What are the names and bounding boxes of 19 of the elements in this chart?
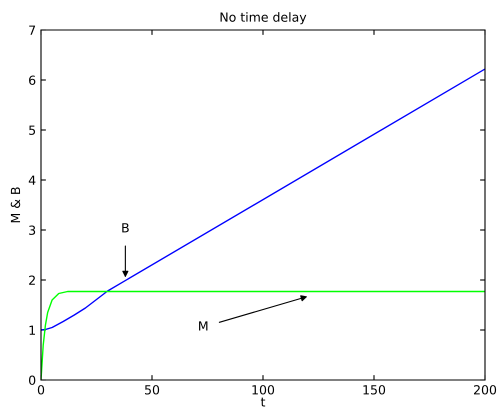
y-tick-label: 7 bbox=[29, 26, 36, 35]
x-tick-label: 200 bbox=[474, 385, 496, 395]
x-tick-label: 0 bbox=[38, 385, 44, 395]
y-tick-label: 3 bbox=[29, 225, 36, 235]
x-axis-title: t bbox=[260, 398, 266, 406]
y-tick-label: 4 bbox=[28, 176, 36, 185]
y-tick-label: 1 bbox=[30, 326, 35, 335]
annotation: B bbox=[122, 223, 129, 232]
y-tick-label: 6 bbox=[29, 75, 36, 85]
annotation: M bbox=[199, 321, 208, 331]
x-tick-label: 50 bbox=[145, 385, 160, 395]
y-tick-label: 0 bbox=[29, 375, 36, 385]
x-tick-label: 150 bbox=[363, 385, 386, 395]
y-tick-label: 2 bbox=[29, 275, 35, 285]
chart-title: No time delay bbox=[220, 12, 306, 24]
line-series bbox=[41, 68, 485, 331]
y-tick-label: 5 bbox=[29, 126, 36, 135]
y-axis-title: M & B bbox=[10, 187, 20, 222]
x-tick-label: 100 bbox=[252, 385, 274, 395]
